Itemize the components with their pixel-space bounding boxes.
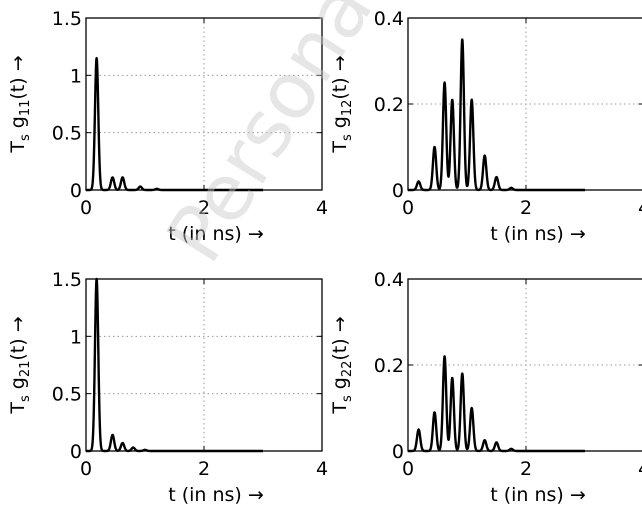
y-axis-label-part: s [340,395,355,402]
y-axis-label: Ts g11(t) → [7,55,33,153]
chart-panel-3: 0 2 4 0 0.5 1 1.5 t (in ns) → Ts g21(t) → [7,269,328,506]
y-tick-label: 0.4 [374,269,404,291]
series-line-1 [407,38,586,192]
x-axis-label: t (in ns) → [168,484,264,506]
y-axis-label-part: g [7,377,29,395]
y-tick-label: 0.5 [52,384,82,406]
y-axis-label-part: T [329,141,351,154]
y-axis-label-part: → [329,55,351,77]
y-axis-label-part: T [7,402,29,415]
x-tick-label: 0 [402,458,414,480]
x-axis-label: t (in ns) → [168,223,264,245]
y-axis-label: Ts g12(t) → [329,55,355,153]
y-tick-label: 0 [70,441,82,463]
chart-panel-4: 0 2 4 0 0.2 0.4 t (in ns) → Ts g22(t) → [329,269,642,506]
y-axis-label-part: g [329,116,351,134]
x-tick-label: 2 [520,458,532,480]
chart-panel-1: 0 2 4 0 0.5 1 1.5 t (in ns) → Ts g11(t) → [7,8,328,245]
y-axis-label: Ts g21(t) → [7,316,33,414]
x-axis-label: t (in ns) → [490,484,586,506]
y-axis-label-part: s [18,395,33,402]
x-tick-label: 0 [80,197,92,219]
y-tick-label: 0.2 [374,355,404,377]
y-axis-label-part: 22 [340,361,355,378]
y-tick-label: 0.5 [52,123,82,145]
x-tick-label: 2 [520,197,532,219]
y-axis-label-part: 11 [18,100,33,117]
series-line-1 [85,277,264,453]
y-tick-label: 1.5 [52,269,82,291]
y-axis-label-part: g [329,377,351,395]
y-tick-label: 1 [70,326,82,348]
y-axis-label-part: (t) [329,77,351,99]
x-tick-label: 4 [316,197,328,219]
y-axis-label-part: T [7,141,29,154]
y-axis-label-part: 12 [340,100,355,117]
y-axis-label-part: T [329,402,351,415]
y-tick-label: 1 [70,65,82,87]
chart-panel-2: 0 2 4 0 0.2 0.4 t (in ns) → Ts g12(t) → [329,8,642,245]
y-axis-label-part: → [329,316,351,338]
y-tick-label: 1.5 [52,8,82,30]
y-axis-label: Ts g22(t) → [329,316,355,414]
y-axis-label-part: (t) [7,77,29,99]
y-axis-label-part: (t) [7,338,29,360]
x-tick-label: 4 [638,458,642,480]
y-axis-label-part: (t) [329,338,351,360]
y-axis-label-part: s [18,134,33,141]
y-axis-label-part: 21 [18,361,33,378]
x-tick-label: 4 [638,197,642,219]
x-tick-label: 0 [80,458,92,480]
series-line-1 [85,56,264,192]
x-tick-label: 4 [316,458,328,480]
y-tick-label: 0 [392,441,404,463]
y-axis-label-part: → [7,55,29,77]
x-tick-label: 0 [402,197,414,219]
x-tick-label: 2 [198,458,210,480]
x-axis-label: t (in ns) → [490,223,586,245]
y-axis-label-part: → [7,316,29,338]
y-axis-label-part: g [7,116,29,134]
series-line-1 [407,355,586,453]
y-tick-label: 0 [70,180,82,202]
y-tick-label: 0.4 [374,8,404,30]
y-axis-label-part: s [340,134,355,141]
x-tick-label: 2 [198,197,210,219]
y-tick-label: 0.2 [374,94,404,116]
y-tick-label: 0 [392,180,404,202]
